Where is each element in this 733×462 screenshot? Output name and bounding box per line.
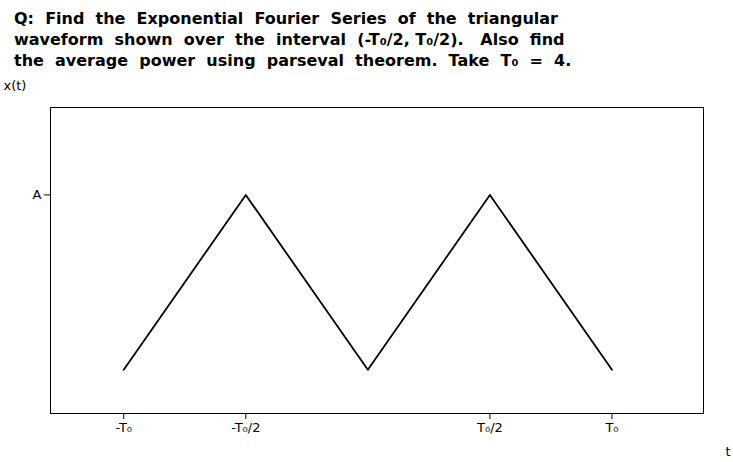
svg-text:-T₀/2: -T₀/2 (231, 420, 260, 435)
svg-text:x(t): x(t) (4, 78, 27, 93)
svg-text:A: A (33, 187, 42, 202)
svg-text:t: t (725, 444, 730, 459)
svg-text:-T₀: -T₀ (115, 420, 132, 435)
svg-text:T₀: T₀ (604, 420, 618, 435)
svg-text:T₀/2: T₀/2 (476, 420, 503, 435)
html-text:Q: Find the Exponential Fourie: Q: Find the Exponential Fourier Series o… (14, 9, 572, 70)
